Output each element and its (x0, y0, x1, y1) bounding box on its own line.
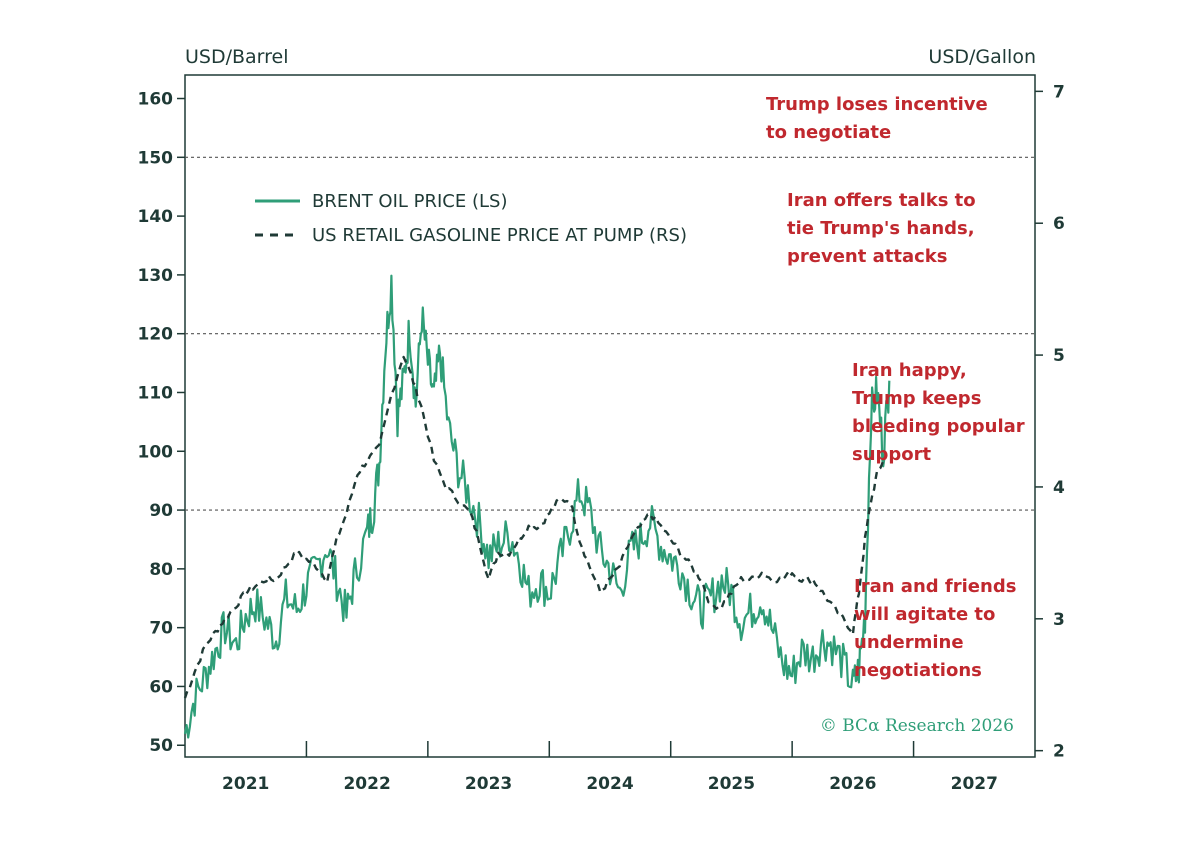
legend: BRENT OIL PRICE (LS) US RETAIL GASOLINE … (255, 191, 687, 246)
annotation-line: Trump loses incentive (766, 94, 988, 115)
series-line-gasoline (183, 355, 885, 699)
left-tick-label: 70 (149, 619, 173, 639)
plot-frame (184, 74, 1036, 758)
series-line-brent (183, 274, 891, 739)
annotation-line: tie Trump's hands, (787, 218, 975, 239)
annotation-talks: Iran offers talks to tie Trump's hands, … (787, 190, 976, 267)
x-tick-label: 2022 (343, 774, 390, 794)
annotation-line: to negotiate (766, 122, 891, 143)
annotation-line: Trump keeps (852, 388, 981, 409)
right-tick-label: 3 (1053, 610, 1065, 630)
right-tick-label: 6 (1053, 214, 1065, 234)
x-tick-label: 2023 (465, 774, 512, 794)
annotation-line: undermine (854, 632, 964, 653)
left-tick-label: 130 (138, 266, 174, 286)
left-axis-title: USD/Barrel (185, 46, 289, 68)
annotation-line: will agitate to (854, 604, 995, 625)
annotation-iran-happy: Iran happy, Trump keeps bleeding popular… (852, 360, 1025, 465)
left-axis-ticks: 50 60 70 80 90 100 110 120 130 140 150 160 (138, 90, 185, 756)
left-tick-label: 100 (138, 442, 174, 462)
annotation-line: Iran and friends (854, 576, 1016, 597)
right-tick-label: 4 (1053, 478, 1065, 498)
right-axis-ticks: 2 3 4 5 6 7 (1035, 82, 1065, 762)
left-tick-label: 150 (138, 148, 174, 168)
annotation-line: Iran happy, (852, 360, 967, 381)
reference-lines (185, 156, 1035, 511)
right-tick-label: 5 (1053, 346, 1065, 366)
annotation-line: support (852, 444, 932, 465)
x-tick-label: 2027 (951, 774, 998, 794)
left-tick-label: 50 (149, 736, 173, 756)
series-layer (183, 274, 891, 739)
x-tick-label: 2026 (829, 774, 876, 794)
x-tick-label: 2021 (222, 774, 269, 794)
copyright: © BCα Research 2026 (820, 716, 1014, 736)
left-tick-label: 80 (149, 560, 173, 580)
left-tick-label: 60 (149, 677, 173, 697)
left-tick-label: 110 (138, 383, 174, 403)
x-axis-ticks: 2021 2022 2023 2024 2025 2026 2027 (222, 741, 998, 794)
annotation-line: Iran offers talks to (787, 190, 976, 211)
right-tick-label: 7 (1053, 82, 1065, 102)
left-tick-label: 160 (138, 90, 174, 110)
right-tick-label: 2 (1053, 742, 1065, 762)
x-tick-label: 2025 (708, 774, 755, 794)
annotation-incentive: Trump loses incentive to negotiate (766, 94, 988, 143)
annotation-line: bleeding popular (852, 416, 1025, 437)
annotation-line: negotiations (854, 660, 982, 681)
left-tick-label: 90 (149, 501, 173, 521)
left-tick-label: 120 (138, 325, 174, 345)
annotation-agitate: Iran and friends will agitate to undermi… (854, 576, 1016, 681)
legend-label-brent: BRENT OIL PRICE (LS) (312, 191, 507, 212)
right-axis-title: USD/Gallon (928, 46, 1036, 68)
x-tick-label: 2024 (586, 774, 633, 794)
legend-label-gasoline: US RETAIL GASOLINE PRICE AT PUMP (RS) (312, 225, 687, 246)
annotation-line: prevent attacks (787, 246, 947, 267)
left-tick-label: 140 (138, 207, 174, 227)
